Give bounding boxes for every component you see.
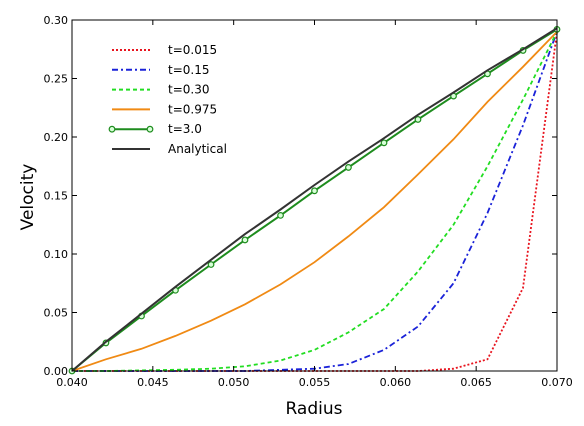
axes: 0.040 0.045 0.050 0.055 0.060 0.065 0.070 0.00 0… [44, 14, 573, 389]
y-tick-label: 0.10 [44, 248, 69, 261]
series-layer [68, 25, 561, 375]
legend-label: t=0.30 [168, 83, 209, 97]
series-point [414, 116, 422, 123]
series-point [241, 236, 249, 244]
x-tick-label: 0.055 [299, 376, 331, 389]
series-point [311, 187, 318, 195]
legend-marker [146, 125, 154, 133]
series-line-4 [71, 28, 558, 372]
series-line-1 [72, 31, 558, 372]
x-tick-label: 0.045 [137, 376, 169, 389]
x-tick-label: 0.070 [541, 376, 573, 389]
x-tick-label: 0.050 [218, 376, 250, 389]
series-line-5 [71, 27, 558, 372]
y-tick-label: 0.15 [44, 190, 69, 203]
series-point [277, 211, 284, 219]
legend-label: t=0.975 [168, 102, 217, 116]
series-point [207, 261, 215, 268]
y-axis-title: Velocity [18, 164, 38, 231]
series-line-3 [71, 31, 558, 372]
series-point [345, 164, 352, 171]
series-point [380, 139, 388, 147]
series-line-2 [72, 31, 558, 372]
y-tick-label: 0.20 [44, 131, 69, 144]
y-tick-label: 0.05 [44, 307, 69, 320]
legend-label: t=0.015 [168, 43, 217, 57]
legend: t=0.015 t=0.15 t=0.30 t=0.975 t=3.0 Analytica… [108, 43, 227, 156]
series-line-0 [72, 31, 558, 372]
legend-marker [108, 125, 116, 133]
legend-label: t=0.15 [168, 63, 209, 77]
y-tick-label: 0.30 [44, 14, 69, 27]
legend-label: Analytical [168, 142, 227, 156]
x-tick-label: 0.060 [380, 376, 412, 389]
x-tick-label: 0.040 [56, 376, 88, 389]
x-axis-title: Radius [285, 399, 342, 419]
x-tick-label: 0.065 [460, 376, 492, 389]
y-tick-label: 0.25 [44, 73, 69, 86]
y-tick-label: 0.00 [44, 365, 69, 378]
legend-label: t=3.0 [168, 122, 202, 136]
